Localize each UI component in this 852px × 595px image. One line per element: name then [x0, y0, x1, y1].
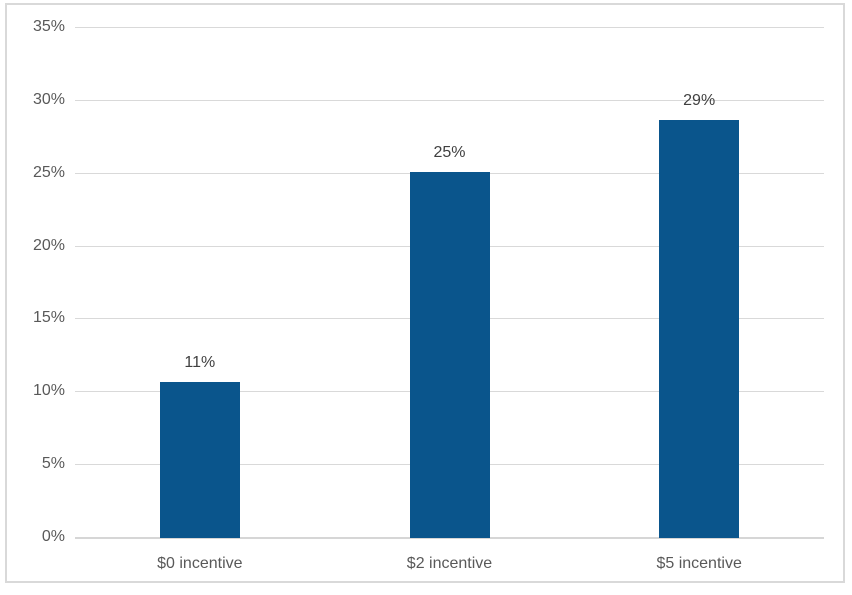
x-tick-label: $2 incentive: [406, 555, 493, 572]
y-tick-label: 20%: [32, 236, 65, 254]
y-tick-label: 35%: [32, 18, 65, 35]
y-tick-label: 30%: [32, 90, 65, 108]
data-label: 11%: [184, 354, 216, 372]
x-axis-line: [75, 537, 824, 539]
y-tick-label: 25%: [32, 163, 65, 181]
y-tick-label: 10%: [32, 382, 65, 400]
bar--2-incentive: [409, 172, 490, 538]
y-axis: 0% 5% 10% 15% 20% 25% 30% 35%: [7, 19, 65, 545]
x-tick-label: $0 incentive: [157, 555, 243, 572]
bar--5-incentive: [659, 119, 740, 538]
data-label: 25%: [433, 144, 466, 162]
y-tick-label: 0%: [41, 528, 65, 545]
gridline: [75, 99, 824, 101]
y-tick-label: 15%: [32, 309, 65, 327]
y-tick-label: 5%: [41, 455, 65, 473]
data-label: 29%: [683, 91, 716, 109]
x-axis: $0 incentive $2 incentive $5 incentive: [75, 548, 824, 574]
gridline: [75, 27, 824, 28]
bar--0-incentive: [159, 382, 240, 538]
chart-frame: 0% 5% 10% 15% 20% 25% 30% 35% 11% 25% 29% $0 ince…: [5, 3, 845, 583]
plot-area: 11% 25% 29%: [75, 27, 824, 539]
x-tick-label: $5 incentive: [656, 555, 742, 572]
